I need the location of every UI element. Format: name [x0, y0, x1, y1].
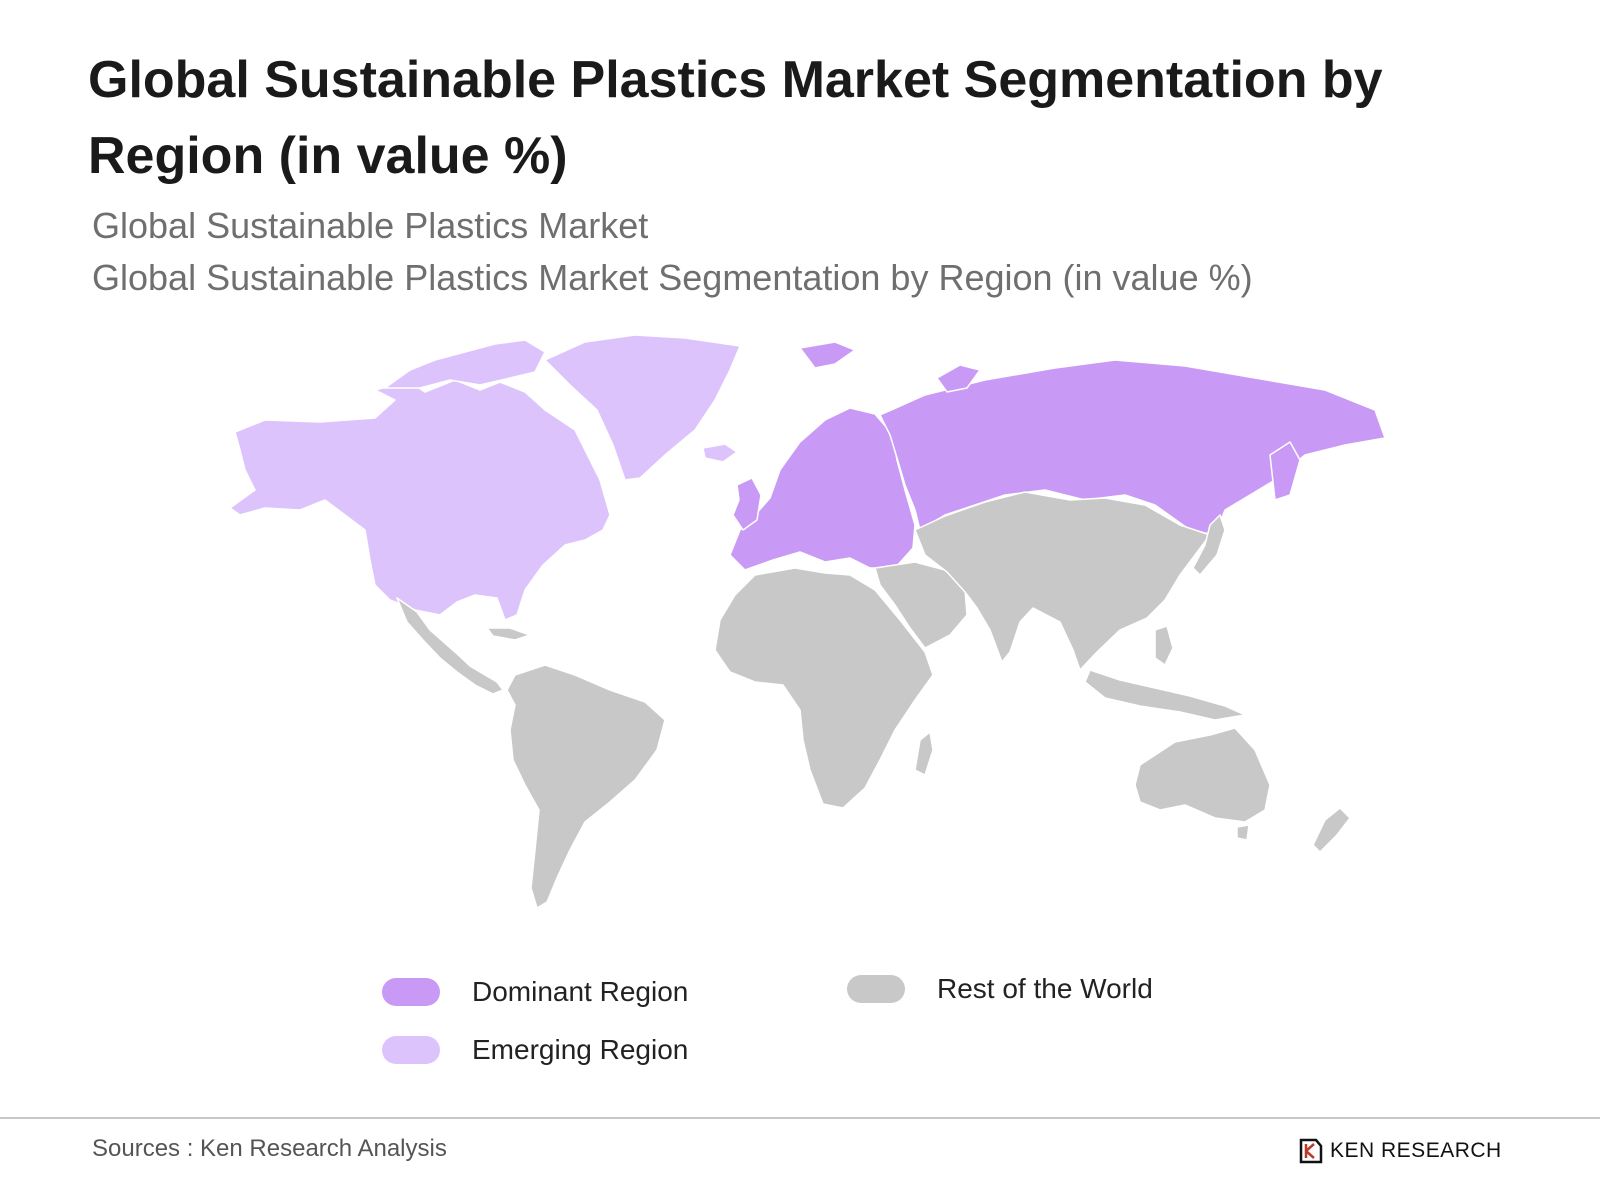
region-new-zealand: [1312, 807, 1351, 853]
region-iceland: [702, 443, 738, 463]
region-tasmania: [1236, 824, 1250, 841]
region-svalbard: [799, 341, 856, 369]
legend-swatch-dominant: [382, 978, 440, 1006]
region-madagascar: [914, 731, 934, 776]
region-novaya-zemlya: [936, 364, 981, 393]
region-caribbean: [486, 627, 531, 641]
logo-text: KEN RESEARCH: [1330, 1139, 1502, 1162]
footer-divider: [0, 1117, 1600, 1119]
ken-research-logo: KEN RESEARCH: [1298, 1138, 1502, 1164]
region-greenland: [544, 334, 741, 481]
region-british-isles: [732, 477, 762, 531]
region-kamchatka: [1269, 441, 1301, 501]
region-australia: [1134, 727, 1271, 823]
region-south-america: [506, 664, 666, 909]
chart-title: Global Sustainable Plastics Market Segme…: [88, 51, 1383, 185]
legend-item-rest: Rest of the World: [847, 972, 1153, 1006]
legend-item-dominant: Dominant Region: [382, 975, 688, 1009]
legend-label-dominant: Dominant Region: [472, 976, 689, 1007]
region-middle-east: [874, 561, 968, 649]
region-central-america: [396, 597, 504, 695]
legend-swatch-rest: [847, 975, 905, 1003]
region-japan: [1192, 514, 1226, 576]
region-asia: [914, 491, 1211, 671]
ken-research-logo-icon: [1299, 1138, 1323, 1164]
legend-swatch-emerging: [382, 1036, 440, 1064]
region-philippines: [1154, 625, 1174, 666]
subtitle-segmentation: Global Sustainable Plastics Market Segme…: [92, 257, 1253, 298]
legend-label-emerging: Emerging Region: [472, 1034, 689, 1065]
region-southeast-asia-islands: [1084, 669, 1246, 721]
world-map: [229, 334, 1386, 909]
region-africa: [714, 567, 934, 809]
source-note: Sources : Ken Research Analysis: [92, 1135, 447, 1162]
legend-item-emerging: Emerging Region: [382, 1033, 688, 1067]
subtitle-market: Global Sustainable Plastics Market: [92, 205, 649, 246]
region-north-america: [229, 379, 611, 621]
region-canada-arctic-islands: [384, 339, 546, 389]
legend-label-rest: Rest of the World: [937, 973, 1153, 1004]
